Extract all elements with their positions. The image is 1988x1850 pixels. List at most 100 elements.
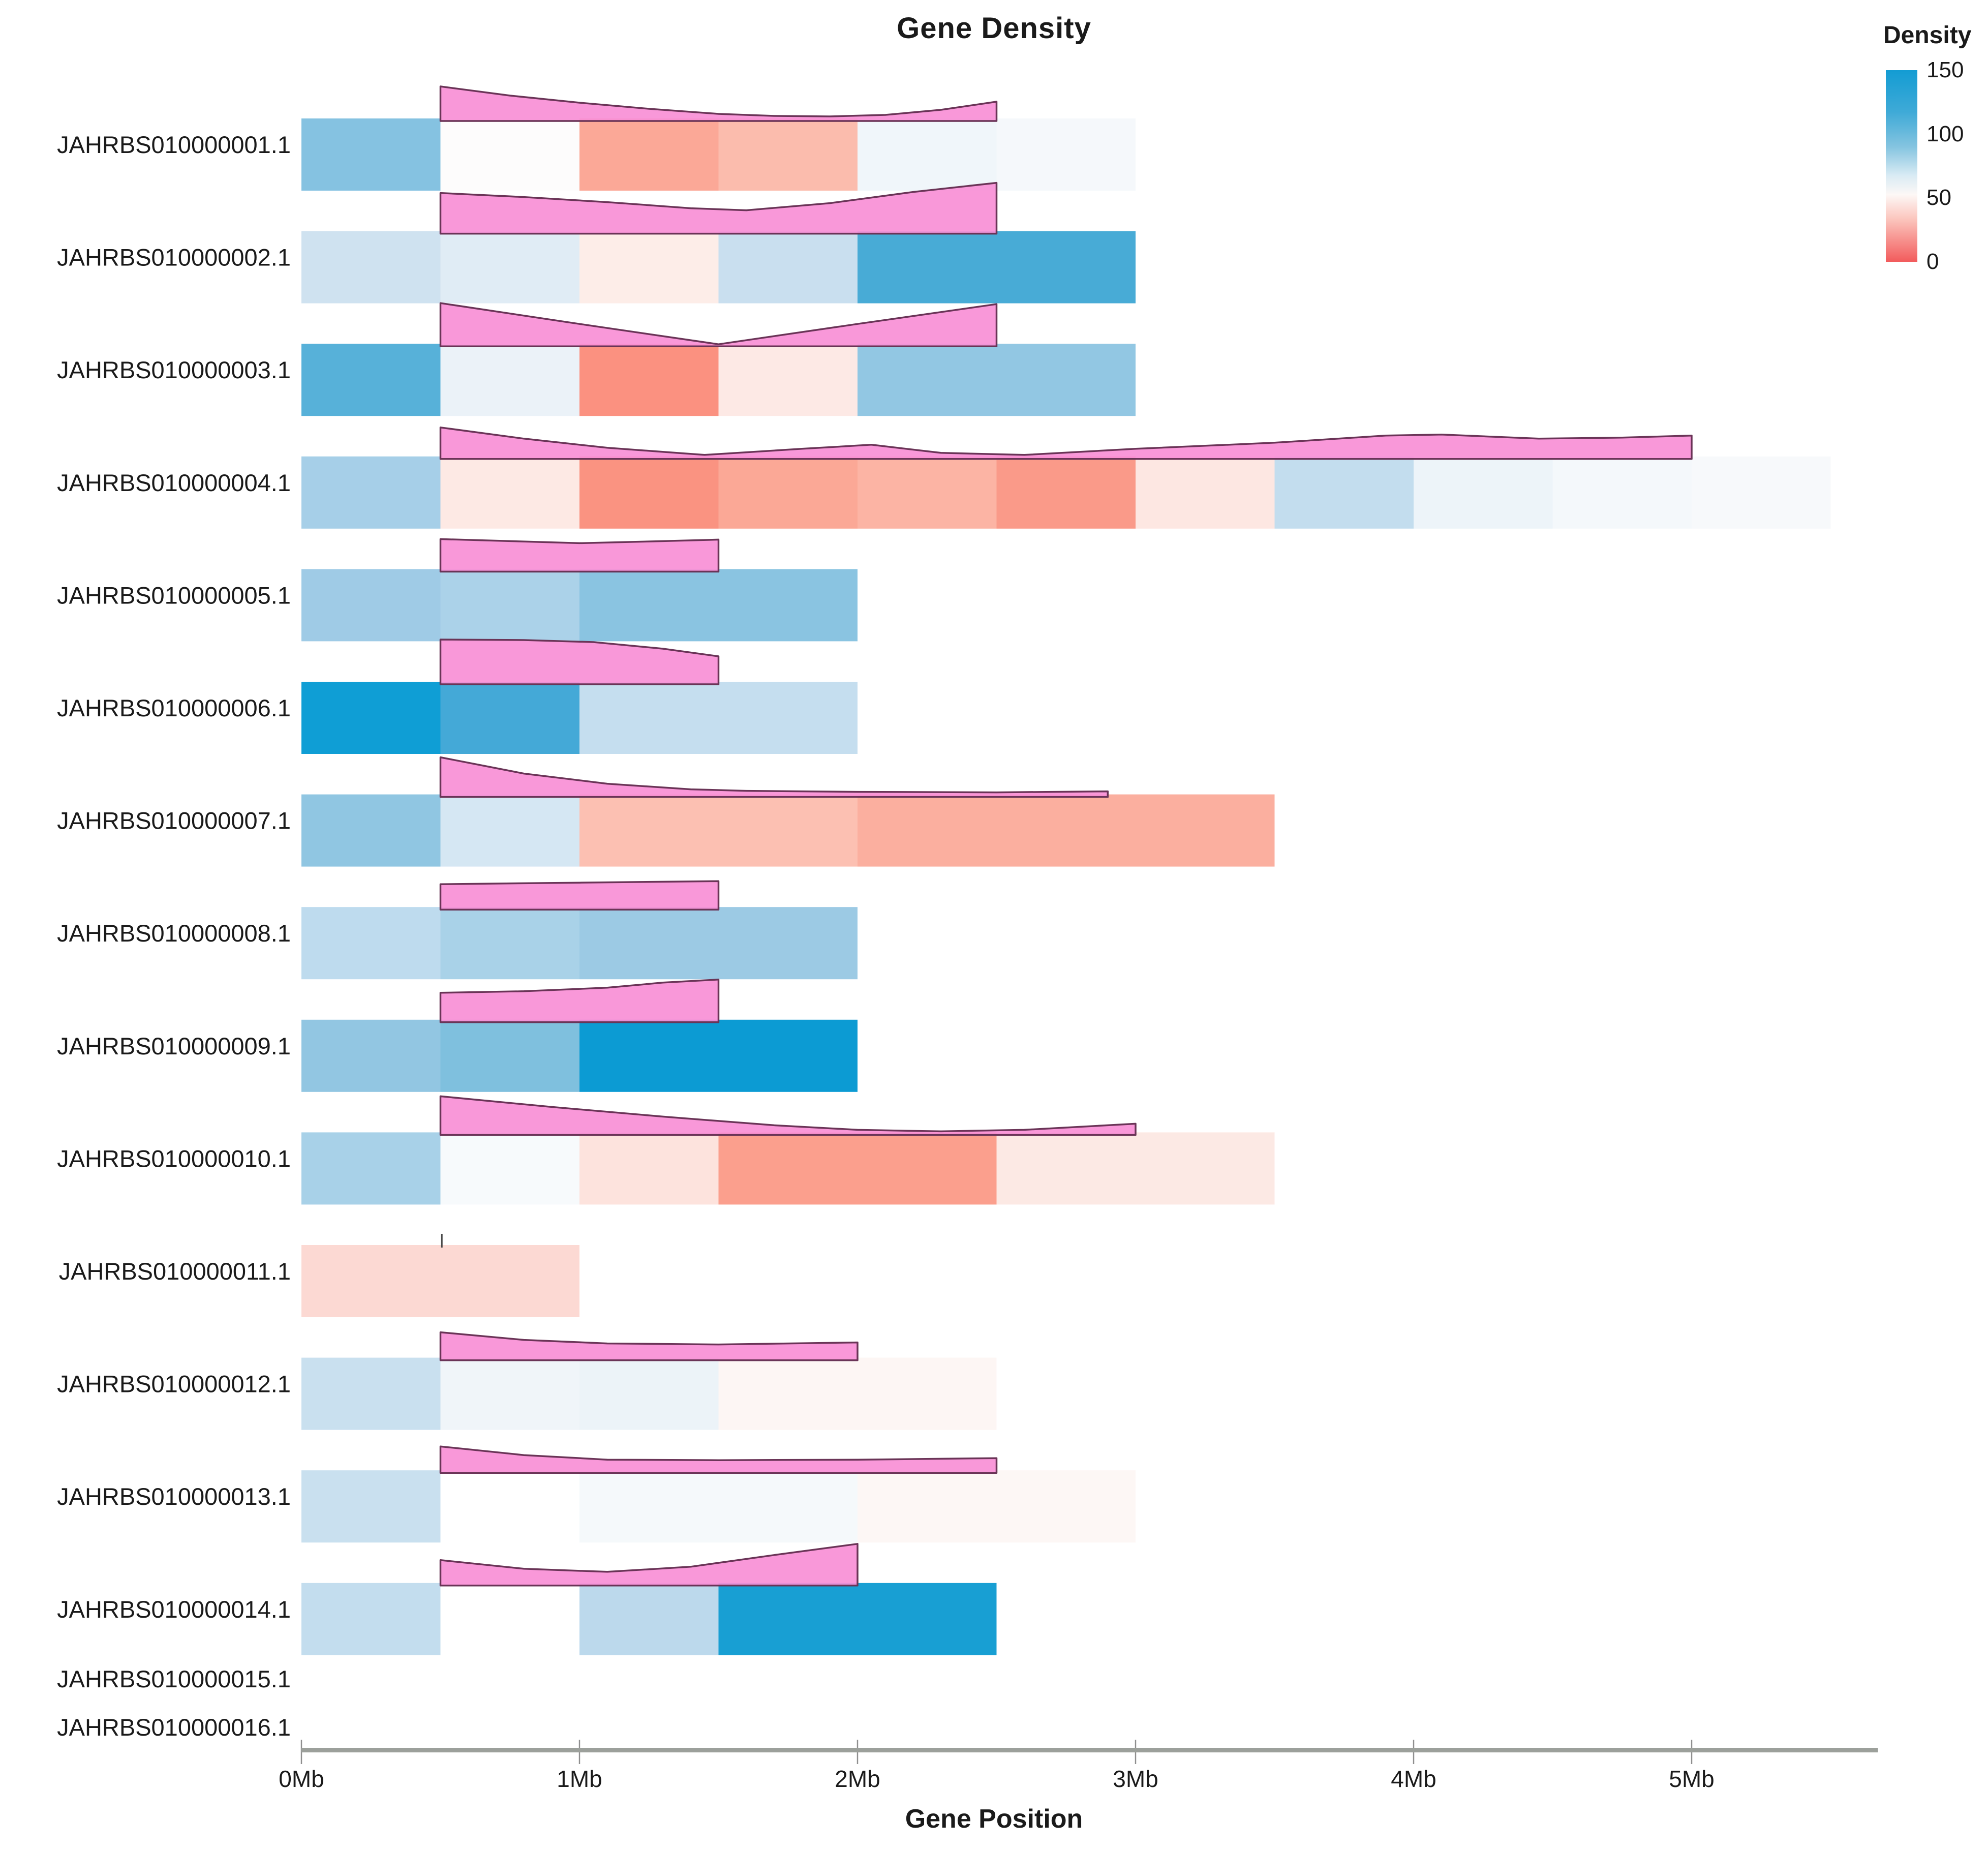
x-axis-tick-label: 1Mb	[557, 1766, 602, 1792]
heat-segment	[301, 1019, 441, 1092]
heat-segment	[579, 1357, 719, 1430]
heat-segment	[301, 1357, 441, 1430]
density-ribbon	[439, 880, 720, 911]
row-label: JAHRBS010000006.1	[57, 694, 291, 721]
heat-segment	[1692, 456, 1831, 529]
heat-segment	[301, 1583, 441, 1655]
heat-segment	[1552, 456, 1692, 529]
heat-segment	[301, 344, 441, 416]
x-axis-tick-label: 2Mb	[835, 1766, 880, 1792]
heat-segment	[579, 344, 719, 416]
heat-segment	[718, 344, 858, 416]
legend-tick-label: 100	[1926, 121, 1964, 146]
heat-segment	[301, 1245, 579, 1317]
heat-segment	[1274, 456, 1414, 529]
heat-segment	[301, 682, 441, 754]
heat-segment	[858, 344, 1136, 416]
heat-segment	[440, 1019, 579, 1092]
heat-segment	[301, 118, 441, 191]
heat-segment	[440, 682, 579, 754]
heat-segment	[718, 1132, 997, 1205]
density-ribbon	[439, 639, 720, 685]
heat-segment	[858, 118, 997, 191]
heat-segment	[440, 1132, 579, 1205]
heat-segment	[301, 569, 441, 642]
heat-segment	[996, 456, 1136, 529]
density-ribbon	[439, 1331, 859, 1361]
legend-tick-label: 0	[1926, 249, 1939, 274]
density-ribbon	[439, 979, 720, 1023]
heat-segment	[579, 1019, 858, 1092]
density-ribbon	[439, 1543, 859, 1587]
x-axis-line	[301, 1748, 1878, 1752]
density-ribbon	[439, 427, 1693, 460]
row-label: JAHRBS010000003.1	[57, 356, 291, 383]
x-axis-tick-label: 4Mb	[1391, 1766, 1436, 1792]
heat-segment	[996, 1132, 1275, 1205]
heat-segment	[579, 794, 858, 867]
heat-segment	[858, 794, 1275, 867]
heat-segment	[301, 231, 441, 304]
row-label: JAHRBS010000011.1	[59, 1258, 291, 1285]
row-label: JAHRBS010000010.1	[57, 1145, 291, 1172]
heat-segment	[579, 456, 719, 529]
heat-segment	[579, 569, 858, 642]
heat-segment	[579, 1470, 858, 1543]
heat-segment	[440, 344, 579, 416]
row-label: JAHRBS010000016.1	[57, 1714, 291, 1741]
row-label: JAHRBS010000002.1	[57, 244, 291, 271]
row-label: JAHRBS010000012.1	[57, 1371, 291, 1398]
heat-segment	[579, 231, 719, 304]
row-label: JAHRBS010000001.1	[57, 131, 291, 158]
row-label: JAHRBS010000009.1	[57, 1033, 291, 1059]
heat-segment	[579, 907, 858, 980]
x-axis-label: Gene Position	[905, 1804, 1083, 1834]
legend-title: Density	[1883, 22, 1972, 49]
heat-segment	[301, 794, 441, 867]
row-label: JAHRBS010000013.1	[57, 1483, 291, 1510]
x-axis-tick-label: 0Mb	[279, 1766, 324, 1792]
row-label: JAHRBS010000014.1	[57, 1596, 291, 1623]
heat-segment	[1136, 456, 1275, 529]
heat-segment	[440, 794, 579, 867]
heat-segment	[1414, 456, 1553, 529]
heat-segment	[718, 1583, 997, 1655]
heat-segment	[301, 1470, 441, 1543]
heat-segment	[996, 118, 1136, 191]
heat-segment	[579, 118, 719, 191]
legend-colorbar	[1886, 70, 1917, 262]
heat-segment	[579, 1132, 719, 1205]
heat-segment	[718, 118, 858, 191]
row-label: JAHRBS010000008.1	[57, 920, 291, 947]
heat-segment	[301, 456, 441, 529]
legend-tick-label: 150	[1926, 57, 1964, 82]
density-ribbon	[439, 538, 720, 573]
density-ribbon	[439, 1445, 998, 1474]
row-label: JAHRBS010000004.1	[57, 469, 291, 496]
heat-segment	[718, 456, 858, 529]
density-ribbon	[439, 1095, 1137, 1136]
density-ribbon	[439, 85, 998, 122]
row-label: JAHRBS010000005.1	[57, 582, 291, 609]
heat-segment	[440, 231, 579, 304]
row-label: JAHRBS010000015.1	[57, 1665, 291, 1692]
heat-segment	[440, 118, 579, 191]
heat-segment	[301, 907, 441, 980]
heat-segment	[440, 907, 579, 980]
x-axis-tick-label: 3Mb	[1113, 1766, 1158, 1792]
heat-segment	[440, 456, 579, 529]
heat-segment	[718, 1357, 997, 1430]
density-ribbon	[439, 302, 998, 347]
heat-segment	[301, 1132, 441, 1205]
heat-segment	[718, 231, 858, 304]
row-label: JAHRBS010000007.1	[57, 807, 291, 834]
heat-segment	[858, 1470, 1136, 1543]
legend-tick-label: 50	[1926, 185, 1951, 210]
x-axis-tick-label: 5Mb	[1669, 1766, 1714, 1792]
heat-segment	[579, 1583, 719, 1655]
chart-title: Gene Density	[897, 12, 1091, 45]
heat-segment	[579, 682, 858, 754]
heat-segment	[440, 1357, 579, 1430]
heat-segment	[440, 569, 579, 642]
